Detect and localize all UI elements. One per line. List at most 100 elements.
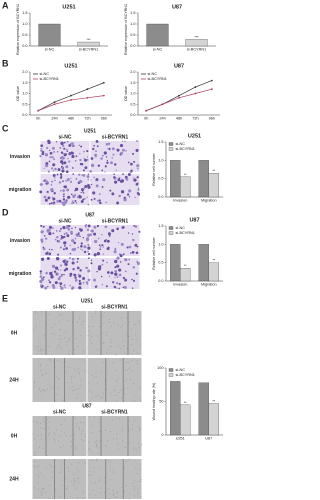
speck [51,466,53,468]
speck [68,339,70,341]
speck [88,449,90,451]
speck [48,314,50,316]
cell [51,264,56,269]
speck [59,434,61,436]
cell [69,272,73,276]
cell [95,139,99,143]
cell [80,245,83,248]
cell [74,237,77,240]
cell [45,180,49,184]
cell [90,259,93,261]
cell [48,231,52,236]
cell [118,194,121,198]
speck [43,475,45,477]
cell [40,147,42,150]
x-tick-label: 72h [192,117,198,121]
speck [35,345,37,347]
column-label: si-BCYRN1 [102,218,129,224]
speck [139,427,141,429]
speck [112,361,114,363]
cell [137,167,139,170]
legend-swatch [168,231,174,235]
speck [125,335,127,337]
speck [128,458,130,460]
cell [63,147,66,150]
speck [36,325,38,327]
cell [44,198,48,202]
y-tick-label: 1.5 [22,11,27,15]
speck [38,446,40,448]
y-tick-label: 0.5 [22,102,27,106]
speck [124,352,126,354]
speck [40,353,42,355]
speck [74,479,76,481]
cell [87,250,89,253]
cell [65,170,69,173]
speck [127,387,129,389]
cell [86,283,89,285]
column-label: si-NC [53,304,66,310]
cell [52,163,56,167]
speck [57,344,59,346]
significance: ** [184,264,187,268]
speck [58,320,60,322]
image-panel-title: U87 [85,212,94,218]
micrograph [40,141,90,172]
cell [50,273,53,277]
speck [128,321,130,323]
speck [126,378,128,380]
cell [52,170,55,172]
cell [75,278,78,282]
speck [124,467,126,469]
x-tick-label: 0h [36,117,40,121]
speck [133,486,135,488]
speck [83,416,85,418]
cell [113,176,116,179]
cell [75,178,78,180]
speck [59,313,61,315]
speck [76,467,78,469]
cell [82,281,85,284]
speck [88,442,90,444]
speck [59,466,61,468]
y-tick-label: 100 [157,366,163,370]
speck [33,329,35,331]
point [86,88,89,91]
point [194,92,197,95]
speck [106,446,108,448]
speck [75,425,77,427]
cell [120,151,124,155]
micrograph [32,416,87,456]
point [178,94,180,97]
speck [140,443,142,445]
speck [131,370,133,372]
cell [61,166,64,169]
cell [119,143,124,148]
speck [90,336,92,338]
speck [60,346,62,348]
cell [73,273,77,277]
cell [123,285,127,289]
speck [83,350,85,352]
cell [69,180,73,183]
cell [100,157,103,160]
cell [62,180,64,182]
cell [126,193,130,196]
cell [120,190,125,194]
speck [109,346,111,348]
y-tick-label: 0.5 [130,33,135,37]
cell [124,270,127,273]
x-tick-label: 24h [159,117,165,121]
cell [87,269,91,273]
cell [57,240,61,243]
speck [132,483,134,485]
cell [89,170,92,173]
x-tick-label: Invasion [173,283,187,287]
speck [116,433,118,435]
cell [39,183,43,186]
cell [66,178,70,182]
cell [40,230,44,234]
speck [56,360,58,362]
speck [78,373,80,375]
speck [58,338,60,340]
